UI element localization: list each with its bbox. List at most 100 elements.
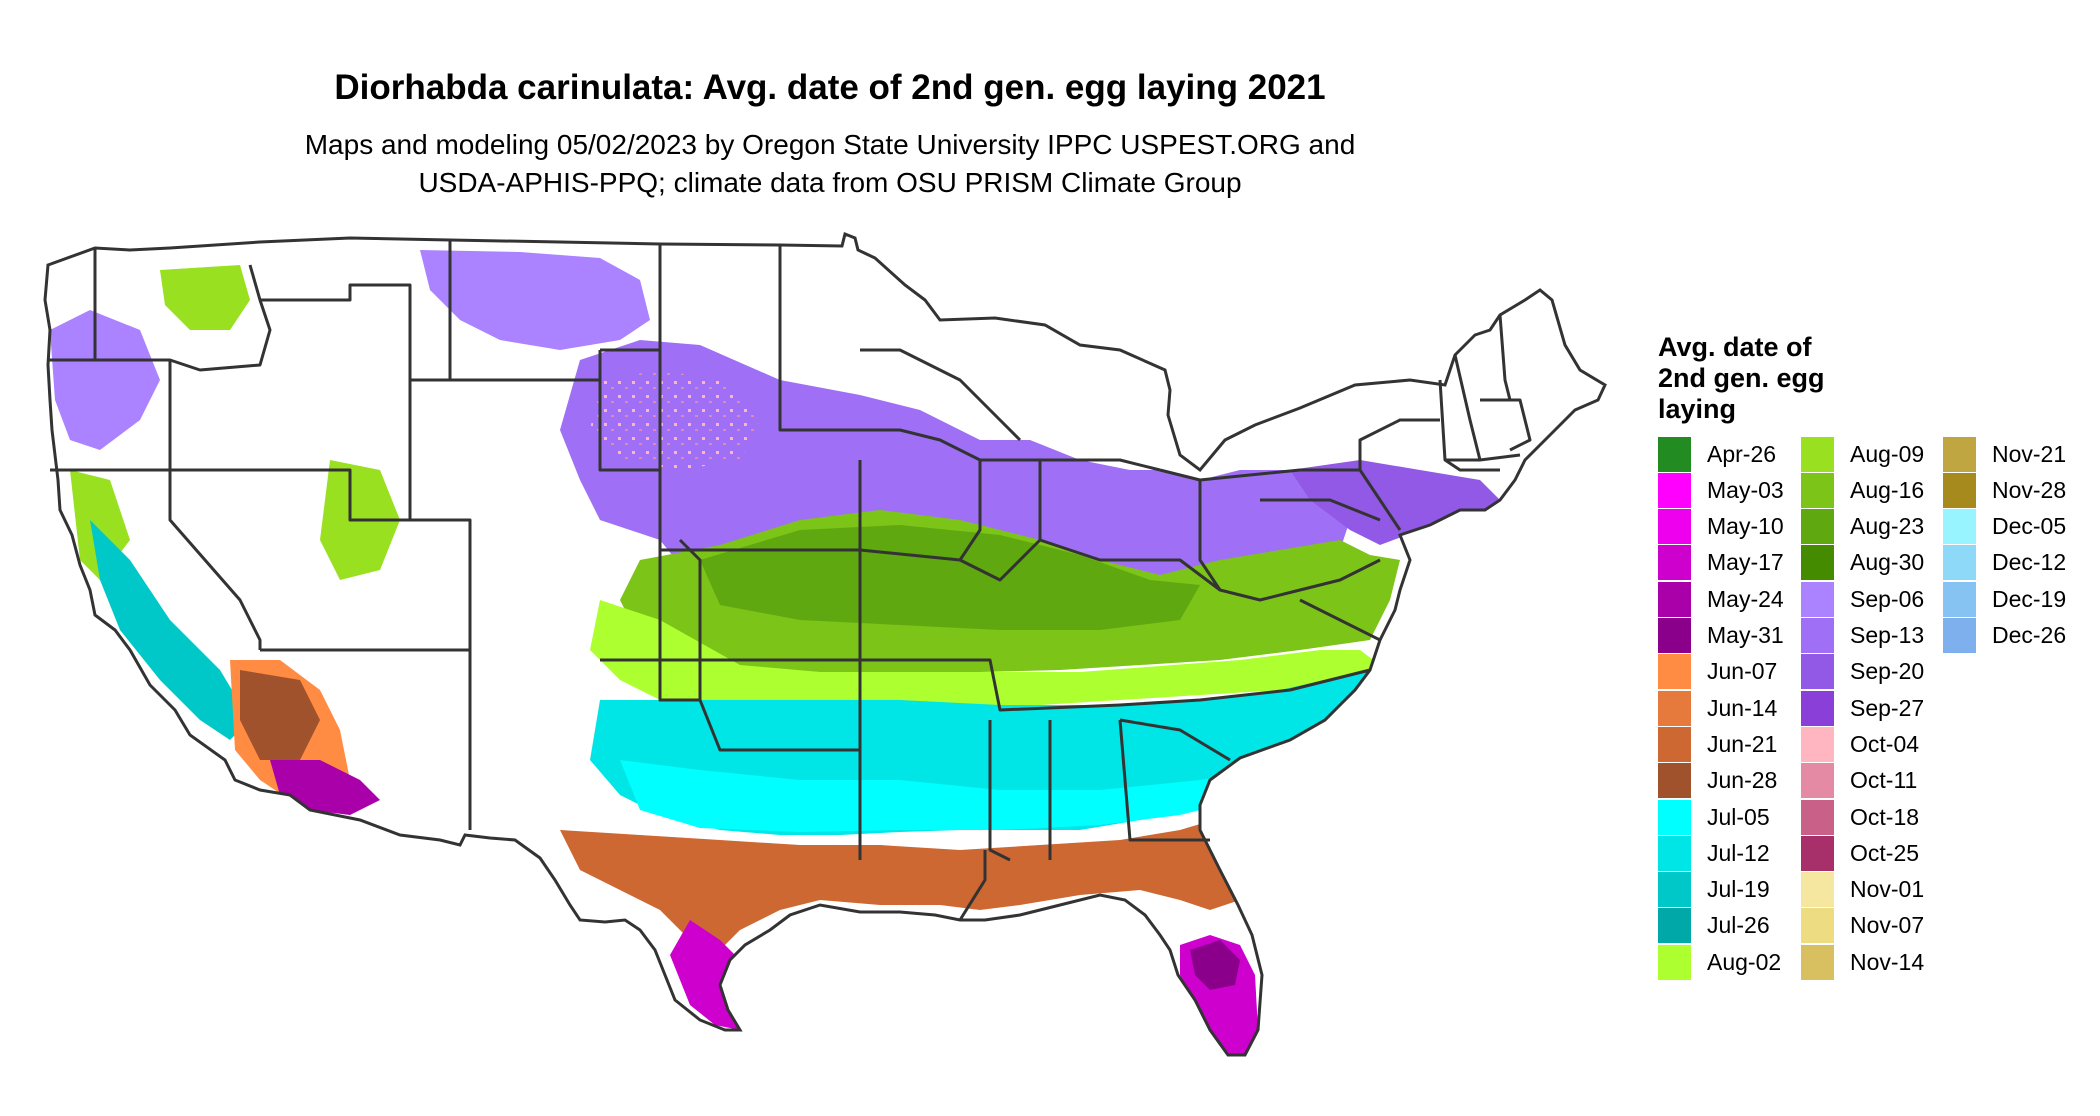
legend-label: Aug-23 — [1850, 513, 1925, 540]
map-title: Diorhabda carinulata: Avg. date of 2nd g… — [334, 68, 1326, 107]
legend-title-line-3: laying — [1658, 394, 1737, 424]
legend-label: Sep-20 — [1850, 658, 1925, 685]
legend-swatch — [1658, 472, 1691, 508]
legend-swatch — [1801, 545, 1834, 581]
map-subtitle: Maps and modeling 05/02/2023 by Oregon S… — [0, 126, 1660, 202]
zone-gulf-orange — [560, 800, 1260, 960]
legend-item: Sep-20 — [1801, 654, 1924, 690]
legend-swatch — [1943, 545, 1976, 581]
zone-cyan-light — [620, 760, 1260, 832]
legend-item: Jun-21 — [1658, 726, 1777, 762]
legend-item: Aug-02 — [1658, 944, 1781, 980]
legend-label: Jul-12 — [1707, 839, 1770, 866]
legend-item: Jun-28 — [1658, 763, 1777, 799]
map-raster — [45, 234, 1605, 1055]
legend-swatch — [1801, 436, 1834, 472]
legend-label: Jul-26 — [1707, 912, 1770, 939]
legend-swatch — [1801, 835, 1834, 871]
legend-label: Dec-26 — [1992, 622, 2067, 648]
legend-item: Jul-19 — [1658, 872, 1770, 908]
legend-label: Dec-12 — [1992, 549, 2067, 576]
legend-label: May-31 — [1707, 622, 1784, 648]
legend-label: Nov-21 — [1992, 440, 2067, 467]
zone-montana-purple — [420, 250, 650, 350]
legend-item: Nov-01 — [1801, 872, 1924, 908]
legend-item: Aug-23 — [1801, 509, 1924, 545]
legend-label: Oct-25 — [1850, 839, 1920, 866]
legend-swatch — [1801, 799, 1834, 835]
legend-swatch — [1801, 726, 1834, 762]
legend-label: Jul-19 — [1707, 876, 1770, 903]
legend-label: Jun-14 — [1707, 694, 1778, 721]
legend-swatch — [1658, 872, 1691, 908]
subtitle-line-1: Maps and modeling 05/02/2023 by Oregon S… — [304, 129, 1356, 160]
legend: Apr-26 May-03 May-10 May-17 May-24 May-31 Jun-… — [1658, 436, 2098, 996]
zone-nw-purple — [50, 310, 160, 450]
legend-title: Avg. date of 2nd gen. egg laying — [1658, 332, 1878, 425]
legend-item: May-31 — [1658, 618, 1784, 654]
legend-item: Jul-26 — [1658, 908, 1770, 944]
zone-florida-purple — [1190, 940, 1240, 990]
legend-title-line-2: 2nd gen. egg — [1658, 363, 1825, 393]
legend-item: Sep-06 — [1801, 581, 1924, 617]
legend-title-line-1: Avg. date of — [1658, 332, 1812, 362]
legend-swatch — [1801, 509, 1834, 545]
legend-item: May-24 — [1658, 581, 1784, 617]
legend-item: Nov-28 — [1943, 472, 2066, 508]
legend-label: Aug-09 — [1850, 440, 1925, 467]
legend-swatch — [1943, 436, 1976, 472]
zone-southern-green — [590, 600, 1380, 705]
legend-label: Apr-26 — [1707, 440, 1777, 467]
legend-swatch — [1658, 618, 1691, 653]
legend-swatch — [1658, 944, 1691, 980]
legend-swatch — [1658, 545, 1691, 581]
legend-item: May-03 — [1658, 472, 1784, 508]
legend-item: Dec-12 — [1943, 545, 2066, 581]
legend-item: Sep-27 — [1801, 690, 1924, 726]
legend-item: Aug-09 — [1801, 436, 1924, 472]
legend-swatch — [1658, 763, 1691, 799]
legend-swatch — [1801, 618, 1834, 653]
legend-swatch — [1801, 908, 1834, 944]
legend-item: Jul-12 — [1658, 835, 1770, 871]
legend-item: Oct-25 — [1801, 835, 1919, 871]
legend-swatch — [1658, 654, 1691, 690]
legend-swatch — [1658, 509, 1691, 545]
legend-swatch — [1801, 581, 1834, 617]
legend-item: Dec-05 — [1943, 509, 2066, 545]
legend-label: Jun-07 — [1707, 658, 1778, 685]
us-map — [43, 232, 1607, 1057]
legend-swatch — [1943, 509, 1976, 545]
legend-swatch — [1801, 654, 1834, 690]
legend-item: Nov-21 — [1943, 436, 2066, 472]
legend-label: May-03 — [1707, 476, 1784, 503]
legend-item: May-17 — [1658, 545, 1784, 581]
legend-swatch — [1658, 799, 1691, 835]
zone-pink-dakotas — [590, 370, 760, 470]
legend-label: Oct-18 — [1850, 803, 1920, 830]
legend-item: Jul-05 — [1658, 799, 1770, 835]
legend-item: Dec-26 — [1943, 618, 2066, 654]
legend-label: Aug-16 — [1850, 476, 1925, 503]
legend-swatch — [1658, 726, 1691, 762]
legend-swatch — [1943, 618, 1976, 653]
legend-item: May-10 — [1658, 509, 1784, 545]
legend-swatch — [1658, 835, 1691, 871]
legend-label: Aug-02 — [1707, 948, 1782, 975]
legend-swatch — [1658, 908, 1691, 944]
legend-item: Nov-07 — [1801, 908, 1924, 944]
legend-label: Sep-06 — [1850, 585, 1925, 612]
legend-item: Oct-18 — [1801, 799, 1919, 835]
legend-item: Oct-11 — [1801, 763, 1917, 799]
legend-swatch — [1801, 472, 1834, 508]
zone-arizona-brown — [240, 670, 320, 760]
legend-swatch — [1801, 872, 1834, 908]
legend-label: Nov-01 — [1850, 876, 1925, 903]
legend-item: Apr-26 — [1658, 436, 1776, 472]
state-boundaries — [48, 240, 1532, 921]
legend-swatch — [1801, 763, 1834, 799]
legend-item: Aug-30 — [1801, 545, 1924, 581]
legend-label: May-17 — [1707, 549, 1784, 576]
legend-item: Sep-13 — [1801, 618, 1924, 654]
legend-label: May-24 — [1707, 585, 1784, 612]
